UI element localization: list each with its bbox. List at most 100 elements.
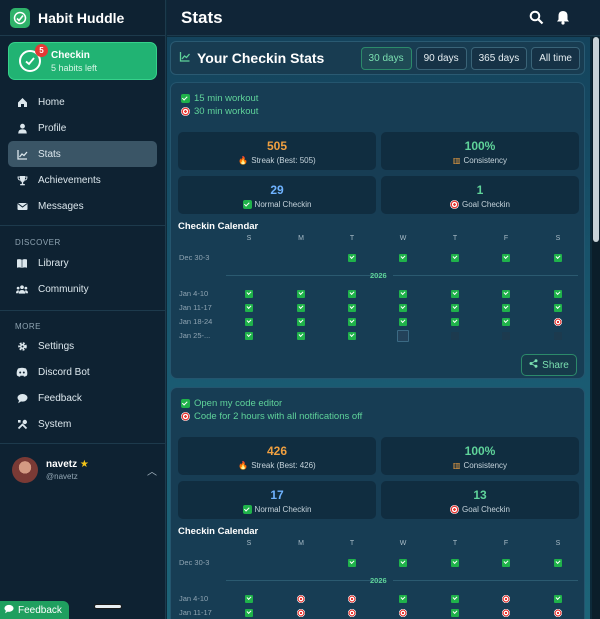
checkin-cell[interactable] [245, 609, 253, 617]
nav-system[interactable]: System [8, 411, 157, 437]
calendar-day-header: S [246, 235, 252, 242]
nav-community[interactable]: Community [8, 276, 157, 302]
stats-icon [16, 148, 28, 160]
chevron-up-icon[interactable]: ︿ [147, 466, 157, 478]
goal-habit: 30 min workout [181, 105, 258, 118]
habit-stats-card: Open my code editor Code for 2 hours wit… [170, 387, 585, 619]
checkin-cell[interactable] [451, 304, 459, 312]
checkin-cell[interactable] [554, 290, 562, 298]
range-90-days[interactable]: 90 days [415, 47, 467, 70]
empty-cell[interactable] [451, 332, 459, 340]
checkin-cell[interactable] [451, 559, 459, 567]
nav-home[interactable]: Home [8, 89, 157, 115]
goal-checkin-cell[interactable] [502, 609, 510, 617]
checkin-cell[interactable] [502, 559, 510, 567]
normal-habit-label: Open my code editor [194, 398, 283, 409]
calendar-week-label: Jan 11-17 [179, 303, 212, 312]
nav-messages-label: Messages [38, 200, 84, 212]
goal-checkin-cell[interactable] [554, 318, 562, 326]
checkin-cell[interactable] [451, 318, 459, 326]
checkbox-icon [181, 399, 190, 408]
checkin-cell[interactable] [399, 290, 407, 298]
goal-checkin-cell[interactable] [554, 609, 562, 617]
nav-messages[interactable]: Messages [8, 193, 157, 219]
calendar-day-header: S [555, 235, 561, 242]
checkin-cell[interactable] [348, 332, 356, 340]
calendar-day-header: T [452, 540, 458, 547]
nav-library[interactable]: Library [8, 250, 157, 276]
checkin-cell[interactable] [245, 304, 253, 312]
checkin-cell[interactable] [399, 304, 407, 312]
goal-checkin-cell[interactable] [399, 609, 407, 617]
goal-checkin-cell[interactable] [502, 595, 510, 603]
checkin-button[interactable]: 5 Checkin 5 habits left [8, 42, 157, 80]
goal-checkin-cell[interactable] [297, 609, 305, 617]
checkin-cell[interactable] [348, 254, 356, 262]
checkin-cell[interactable] [554, 559, 562, 567]
nav-settings[interactable]: Settings [8, 333, 157, 359]
scrollbar-thumb[interactable] [593, 37, 599, 242]
checkin-cell[interactable] [348, 318, 356, 326]
nav-feedback[interactable]: Feedback [8, 385, 157, 411]
calendar-day-header: S [555, 540, 561, 547]
share-button[interactable]: Share [521, 354, 577, 376]
checkin-cell[interactable] [502, 290, 510, 298]
goal-checkin-cell[interactable] [348, 609, 356, 617]
bell-icon[interactable] [556, 10, 570, 28]
nav-profile[interactable]: Profile [8, 115, 157, 141]
empty-cell[interactable] [502, 332, 510, 340]
checkin-cell[interactable] [399, 318, 407, 326]
checkin-cell[interactable] [348, 559, 356, 567]
range-all-time[interactable]: All time [531, 47, 580, 70]
more-label: MORE [15, 322, 41, 331]
checkin-cell[interactable] [451, 290, 459, 298]
nav-discord-bot-label: Discord Bot [38, 366, 90, 378]
checkin-cell[interactable] [245, 318, 253, 326]
vertical-scrollbar[interactable] [592, 37, 600, 619]
checkbox-icon [242, 200, 252, 209]
nav-discord-bot[interactable]: Discord Bot [8, 359, 157, 385]
stats-header: Your Checkin Stats 30 days 90 days 365 d… [170, 41, 585, 75]
horizontal-scroll-handle[interactable] [94, 604, 122, 609]
checkin-cell[interactable] [297, 304, 305, 312]
checkin-cell[interactable] [451, 595, 459, 603]
checkin-cell[interactable] [502, 254, 510, 262]
checkin-cell[interactable] [554, 595, 562, 603]
checkin-cell[interactable] [451, 254, 459, 262]
checkin-cell[interactable] [399, 595, 407, 603]
calendar-day-header: W [399, 235, 407, 242]
gear-icon [16, 340, 28, 352]
empty-cell[interactable] [554, 332, 562, 340]
checkin-cell[interactable] [502, 304, 510, 312]
nav-stats[interactable]: Stats [8, 141, 157, 167]
brand[interactable]: Habit Huddle [0, 0, 165, 36]
checkin-cell[interactable] [451, 609, 459, 617]
checkin-cell[interactable] [245, 290, 253, 298]
checkin-cell[interactable] [245, 595, 253, 603]
checkin-cell[interactable] [554, 304, 562, 312]
streak-stat: 426 🔥 Streak (Best: 426) [178, 437, 376, 475]
today-cell[interactable] [397, 330, 409, 342]
checkin-cell[interactable] [297, 290, 305, 298]
checkin-cell[interactable] [297, 318, 305, 326]
range-30-days[interactable]: 30 days [360, 47, 412, 70]
checkin-cell[interactable] [399, 254, 407, 262]
normal-checkin-value: 29 [270, 183, 284, 197]
goal-checkin-cell[interactable] [297, 595, 305, 603]
checkin-cell[interactable] [554, 254, 562, 262]
checkin-cell[interactable] [348, 304, 356, 312]
goal-checkin-cell[interactable] [348, 595, 356, 603]
checkin-cell[interactable] [502, 318, 510, 326]
user-menu[interactable]: navetz ★ @navetz ︿ [12, 456, 157, 484]
checkin-cell[interactable] [297, 332, 305, 340]
checkin-cell[interactable] [348, 290, 356, 298]
feedback-floating-button[interactable]: Feedback [0, 601, 69, 619]
checkin-cell[interactable] [245, 332, 253, 340]
checkin-cell[interactable] [399, 559, 407, 567]
range-365-days[interactable]: 365 days [470, 47, 528, 70]
goal-checkin-stat: 13 Goal Checkin [381, 481, 579, 519]
calendar-day-header: M [298, 235, 304, 242]
search-icon[interactable] [529, 10, 544, 28]
stats-icon [179, 51, 191, 65]
nav-achievements[interactable]: Achievements [8, 167, 157, 193]
